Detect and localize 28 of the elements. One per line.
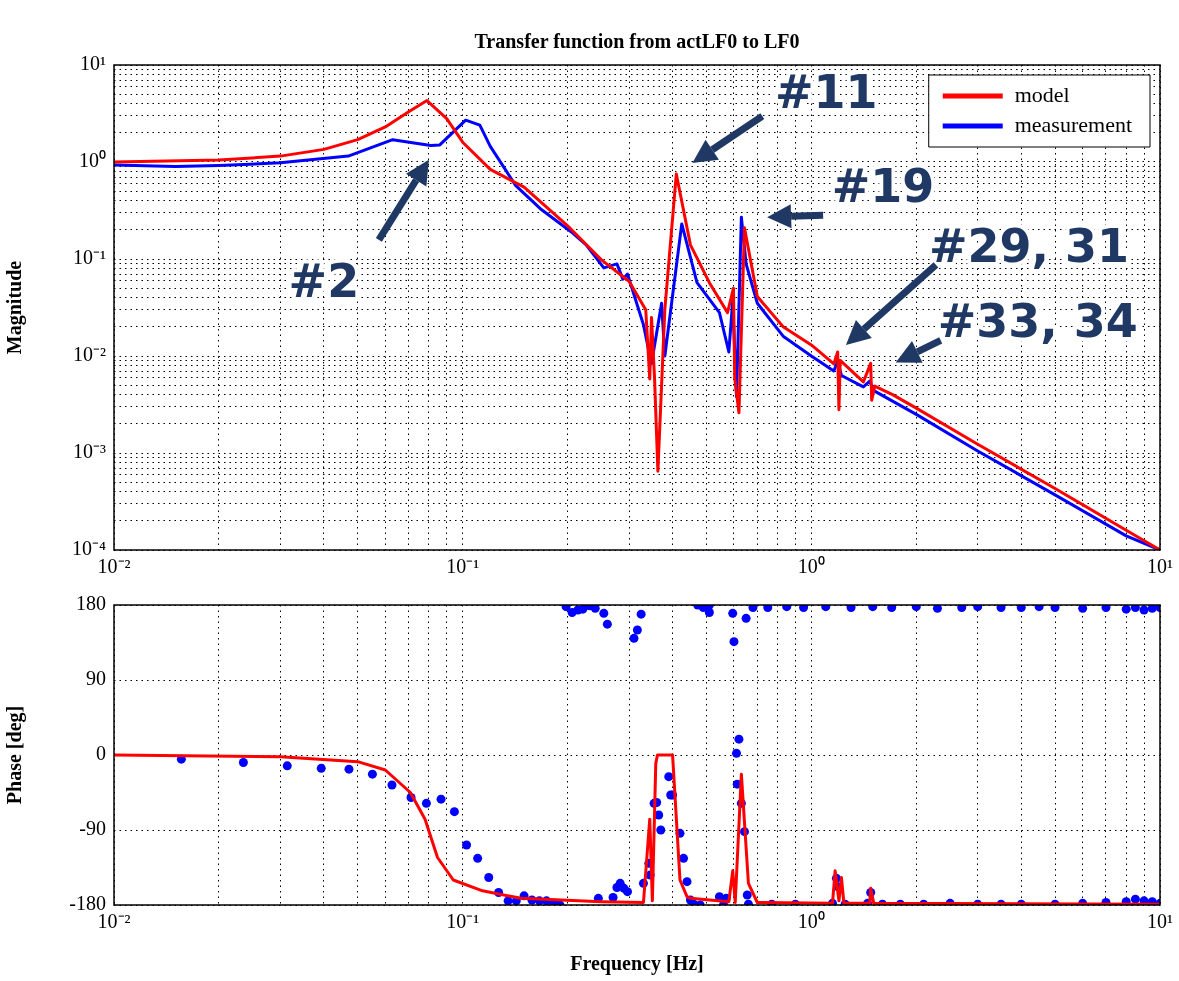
y-tick-label: 10¹ (80, 52, 106, 75)
x-tick-label: 10¹ (1147, 555, 1173, 578)
annotation: #19 (831, 159, 935, 214)
y-axis-title: Magnitude (3, 260, 27, 355)
y-tick-label: 10⁻⁴ (72, 537, 107, 560)
x-tick-label: 10⁰ (797, 555, 825, 578)
y-tick-label: 180 (76, 592, 106, 615)
y-tick-label: -180 (69, 892, 106, 915)
chart-title: Transfer function from actLF0 to LF0 (474, 30, 800, 53)
y-tick-label: 90 (86, 667, 106, 690)
y-tick-label: 0 (96, 742, 106, 765)
x-tick-label: 10⁻¹ (446, 555, 480, 578)
annotation: #11 (775, 65, 878, 120)
x-tick-label: 10⁻¹ (446, 910, 480, 933)
y-tick-label: 10⁰ (79, 149, 106, 172)
annotation: #33, 34 (937, 294, 1138, 349)
legend-label: measurement (1014, 111, 1133, 137)
legend-label: model (1014, 81, 1070, 107)
x-axis-title: Frequency [Hz] (570, 952, 704, 976)
x-tick-label: 10⁰ (797, 910, 825, 933)
y-tick-label: 10⁻² (73, 343, 106, 366)
y-tick-label: 10⁻¹ (73, 246, 106, 269)
y-tick-label: -90 (79, 817, 106, 840)
annotation: #2 (288, 253, 360, 308)
y-axis-title: Phase [deg] (3, 705, 27, 805)
x-tick-label: 10¹ (1147, 910, 1173, 933)
y-tick-label: 10⁻³ (73, 440, 106, 463)
annotation: #29, 31 (928, 218, 1129, 273)
